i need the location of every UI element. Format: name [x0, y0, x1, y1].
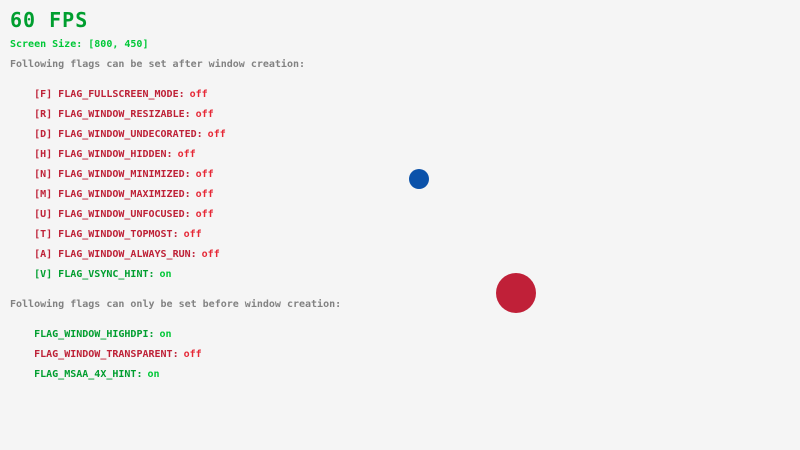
flag-row-window-always-run: [A] FLAG_WINDOW_ALWAYS_RUN: off [10, 240, 220, 270]
screen-size-label: Screen Size: [800, 450] [10, 39, 149, 50]
flag-label: [H] FLAG_WINDOW_HIDDEN: [34, 149, 173, 160]
red-ball [496, 273, 536, 313]
flag-label: [N] FLAG_WINDOW_MINIMIZED: [34, 169, 191, 180]
flag-state: off [207, 129, 226, 140]
flag-row-window-unfocused: [U] FLAG_WINDOW_UNFOCUSED: off [10, 200, 214, 230]
flag-row-window-undecorated: [D] FLAG_WINDOW_UNDECORATED: off [10, 120, 226, 150]
flag-row-window-topmost: [T] FLAG_WINDOW_TOPMOST: off [10, 220, 202, 250]
blue-ball [409, 169, 429, 189]
flag-row-window-minimized: [N] FLAG_WINDOW_MINIMIZED: off [10, 160, 214, 190]
flag-state: off [183, 349, 202, 360]
flag-row-vsync-hint: [V] FLAG_VSYNC_HINT: on [10, 260, 172, 290]
flag-row-window-transparent: FLAG_WINDOW_TRANSPARENT: off [10, 340, 202, 370]
flag-state: off [195, 209, 214, 220]
flag-row-msaa-4x-hint: FLAG_MSAA_4X_HINT: on [10, 360, 160, 390]
flag-state: on [159, 269, 172, 280]
flag-label: FLAG_WINDOW_TRANSPARENT: [34, 349, 179, 360]
flag-label: [T] FLAG_WINDOW_TOPMOST: [34, 229, 179, 240]
flag-state: on [159, 329, 172, 340]
flag-row-window-maximized: [M] FLAG_WINDOW_MAXIMIZED: off [10, 180, 214, 210]
fps-counter: 60 FPS [10, 8, 89, 32]
section-heading-after-creation: Following flags can be set after window … [10, 59, 306, 70]
flag-state: off [177, 149, 196, 160]
flag-label: FLAG_MSAA_4X_HINT: [34, 369, 143, 380]
section-heading-before-creation: Following flags can only be set before w… [10, 299, 342, 310]
flag-row-window-hidden: [H] FLAG_WINDOW_HIDDEN: off [10, 140, 196, 170]
flag-label: [M] FLAG_WINDOW_MAXIMIZED: [34, 189, 191, 200]
flag-label: [U] FLAG_WINDOW_UNFOCUSED: [34, 209, 191, 220]
flag-label: FLAG_WINDOW_HIGHDPI: [34, 329, 155, 340]
flag-label: [D] FLAG_WINDOW_UNDECORATED: [34, 129, 203, 140]
flag-label: [V] FLAG_VSYNC_HINT: [34, 269, 155, 280]
flag-row-fullscreen-mode: [F] FLAG_FULLSCREEN_MODE: off [10, 80, 208, 110]
flag-state: off [195, 109, 214, 120]
flag-state: off [183, 229, 202, 240]
flag-row-window-resizable: [R] FLAG_WINDOW_RESIZABLE: off [10, 100, 214, 130]
flag-state: on [147, 369, 160, 380]
flag-state: off [201, 249, 220, 260]
flag-label: [F] FLAG_FULLSCREEN_MODE: [34, 89, 185, 100]
flag-label: [A] FLAG_WINDOW_ALWAYS_RUN: [34, 249, 197, 260]
flag-state: off [189, 89, 208, 100]
flag-state: off [195, 169, 214, 180]
flag-state: off [195, 189, 214, 200]
flag-row-window-highdpi: FLAG_WINDOW_HIGHDPI: on [10, 320, 172, 350]
flag-label: [R] FLAG_WINDOW_RESIZABLE: [34, 109, 191, 120]
